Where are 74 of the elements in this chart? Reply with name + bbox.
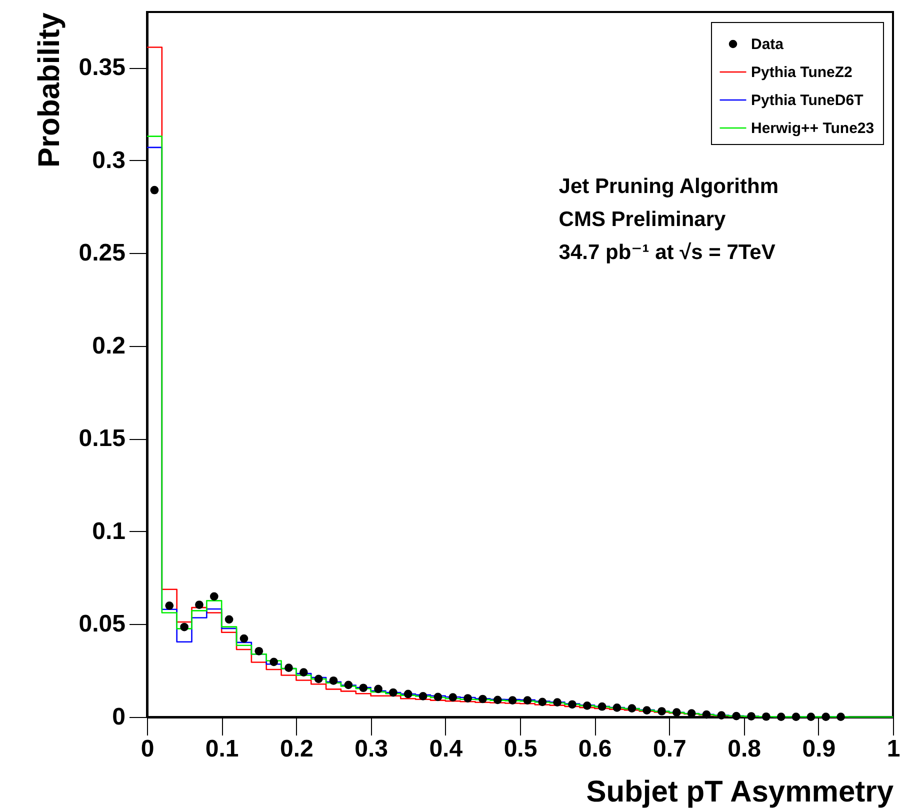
legend-label: Pythia TuneD6T: [751, 92, 864, 109]
x-tick-label: 0.1: [205, 736, 239, 762]
x-tick-label: 0.5: [504, 736, 538, 762]
point: [822, 712, 830, 721]
y-tick-label: 0.05: [78, 610, 126, 638]
point: [612, 704, 622, 712]
point: [628, 704, 636, 712]
point: [388, 688, 398, 697]
annotation: CMS Preliminary: [558, 208, 726, 231]
y-tick-label: 0.35: [78, 54, 126, 82]
x-axis-title: Subjet pT Asymmetry: [586, 776, 894, 808]
point: [568, 700, 576, 709]
point: [359, 684, 368, 692]
y-axis-title: Probability: [32, 12, 66, 168]
point: [418, 692, 428, 700]
annotation: 34.7 pb⁻¹ at √s = 7TeV: [558, 241, 776, 264]
point: [374, 684, 382, 694]
point: [240, 634, 248, 643]
point: [150, 186, 159, 194]
x-tick-label: 0.9: [802, 736, 836, 762]
point: [582, 702, 592, 710]
point: [314, 674, 323, 684]
point: [717, 711, 726, 720]
point: [180, 622, 188, 632]
point: [270, 658, 278, 666]
legend-label: Data: [751, 36, 784, 53]
point: [329, 676, 338, 685]
point: [210, 592, 218, 601]
y-tick-label: 0.3: [92, 146, 126, 174]
point: [195, 600, 204, 609]
point: [598, 702, 606, 711]
point: [553, 698, 562, 707]
point: [702, 710, 711, 719]
point: [434, 692, 442, 702]
legend-label: Herwig++ Tune23: [751, 120, 874, 137]
point: [493, 696, 502, 704]
point: [299, 668, 308, 676]
point: [448, 693, 458, 702]
point: [776, 712, 786, 721]
point: [508, 696, 517, 704]
y-tick-label: 0.25: [78, 240, 126, 267]
x-tick-label: 0.7: [653, 736, 686, 762]
y-tick-label: 0.15: [78, 425, 126, 452]
point: [747, 712, 756, 720]
y-tick-label: 0: [112, 704, 126, 730]
point: [672, 708, 681, 717]
point: [806, 712, 816, 721]
point: [165, 602, 174, 610]
point: [762, 712, 770, 721]
point: [792, 712, 800, 721]
point: [344, 680, 353, 690]
point: [732, 712, 741, 720]
point: [464, 694, 472, 702]
point: [284, 664, 293, 672]
point: [658, 707, 666, 716]
y-tick-label: 0.2: [92, 332, 126, 360]
annotation: Jet Pruning Algorithm: [558, 175, 779, 198]
x-tick-label: 0.2: [280, 736, 314, 762]
point: [478, 694, 487, 704]
x-tick-label: 1: [886, 736, 900, 762]
y-tick-label: 0.1: [92, 518, 126, 545]
point: [642, 706, 652, 714]
x-tick-label: 0.3: [354, 736, 388, 762]
x-tick-label: 0.8: [728, 736, 761, 762]
point: [224, 615, 234, 624]
x-tick-label: 0.4: [429, 736, 464, 762]
point: [836, 712, 845, 721]
legend-label: Pythia TuneZ2: [751, 64, 852, 81]
point: [523, 696, 532, 704]
x-tick-label: 0: [140, 736, 154, 762]
point: [538, 698, 547, 706]
point: [254, 646, 264, 656]
point: [404, 690, 412, 698]
x-tick-label: 0.6: [578, 736, 612, 762]
